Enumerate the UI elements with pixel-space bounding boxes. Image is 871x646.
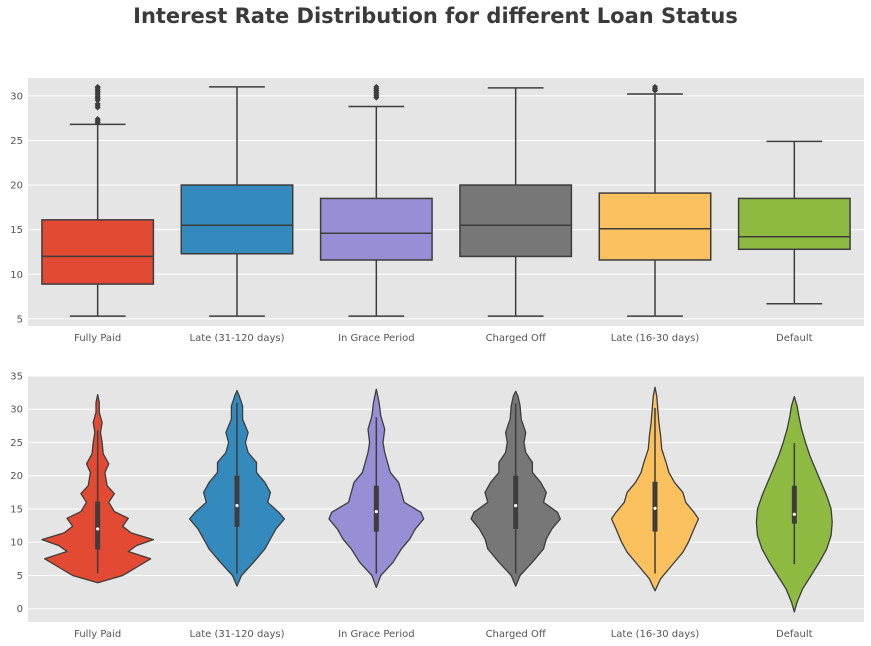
violin-iqr-bar: [95, 501, 101, 550]
outlier-point: [94, 83, 101, 90]
box: [598, 192, 712, 261]
violin-median-dot: [653, 506, 657, 510]
outlier-point: [94, 116, 101, 123]
y-tick-label: 0: [17, 604, 23, 615]
violin-median-dot: [514, 504, 518, 508]
x-tick-label: Default: [776, 629, 813, 640]
outlier-point: [373, 83, 380, 90]
plot-area: [28, 376, 864, 622]
box: [737, 197, 851, 251]
y-tick-label: 15: [10, 504, 23, 515]
x-tick-label: Charged Off: [486, 629, 547, 640]
x-tick-label: Fully Paid: [74, 333, 121, 344]
box: [459, 184, 573, 258]
y-tick-label: 5: [17, 314, 23, 325]
violin-median-dot: [96, 527, 100, 531]
x-tick-label: In Grace Period: [338, 629, 414, 640]
violin-median-dot: [235, 504, 239, 508]
violin-iqr-bar: [373, 485, 379, 532]
y-tick-label: 5: [17, 571, 23, 582]
y-tick-label: 10: [10, 270, 23, 281]
x-tick-label: Late (31-120 days): [190, 333, 285, 344]
y-tick-label: 20: [10, 181, 23, 192]
violin-iqr-bar: [791, 485, 797, 524]
x-tick-label: Default: [776, 333, 813, 344]
figure-title: Interest Rate Distribution for different…: [133, 4, 738, 28]
x-tick-label: Late (16-30 days): [611, 629, 700, 640]
violin-iqr-bar: [234, 475, 240, 527]
box: [41, 219, 155, 285]
y-tick-label: 25: [10, 438, 23, 449]
box: [180, 184, 294, 255]
violin-median-dot: [792, 512, 796, 516]
x-tick-label: Late (16-30 days): [611, 333, 700, 344]
x-tick-label: Charged Off: [486, 333, 547, 344]
boxplot-panel: 5 10 15 20 25 30 Fully Paid Late (31-120 days) I…: [10, 78, 864, 344]
y-tick-label: 15: [10, 225, 23, 236]
y-tick-label: 30: [10, 91, 23, 102]
y-tick-label: 35: [10, 372, 23, 383]
outlier-point: [651, 83, 659, 90]
y-tick-label: 10: [10, 538, 23, 549]
violin-iqr-bar: [652, 481, 658, 532]
violin-iqr-bar: [513, 475, 519, 529]
violin-median-dot: [374, 510, 378, 514]
y-tick-label: 25: [10, 136, 23, 147]
y-tick-label: 30: [10, 405, 23, 416]
x-tick-label: Late (31-120 days): [190, 629, 285, 640]
x-tick-label: In Grace Period: [338, 333, 414, 344]
violinplot-panel: 0 5 10 15 20 25 30 35 Fully Paid Late (31-120 day…: [10, 372, 864, 640]
x-tick-label: Fully Paid: [74, 629, 121, 640]
y-tick-label: 20: [10, 471, 23, 482]
plot-area: [28, 78, 864, 326]
box: [319, 197, 433, 261]
